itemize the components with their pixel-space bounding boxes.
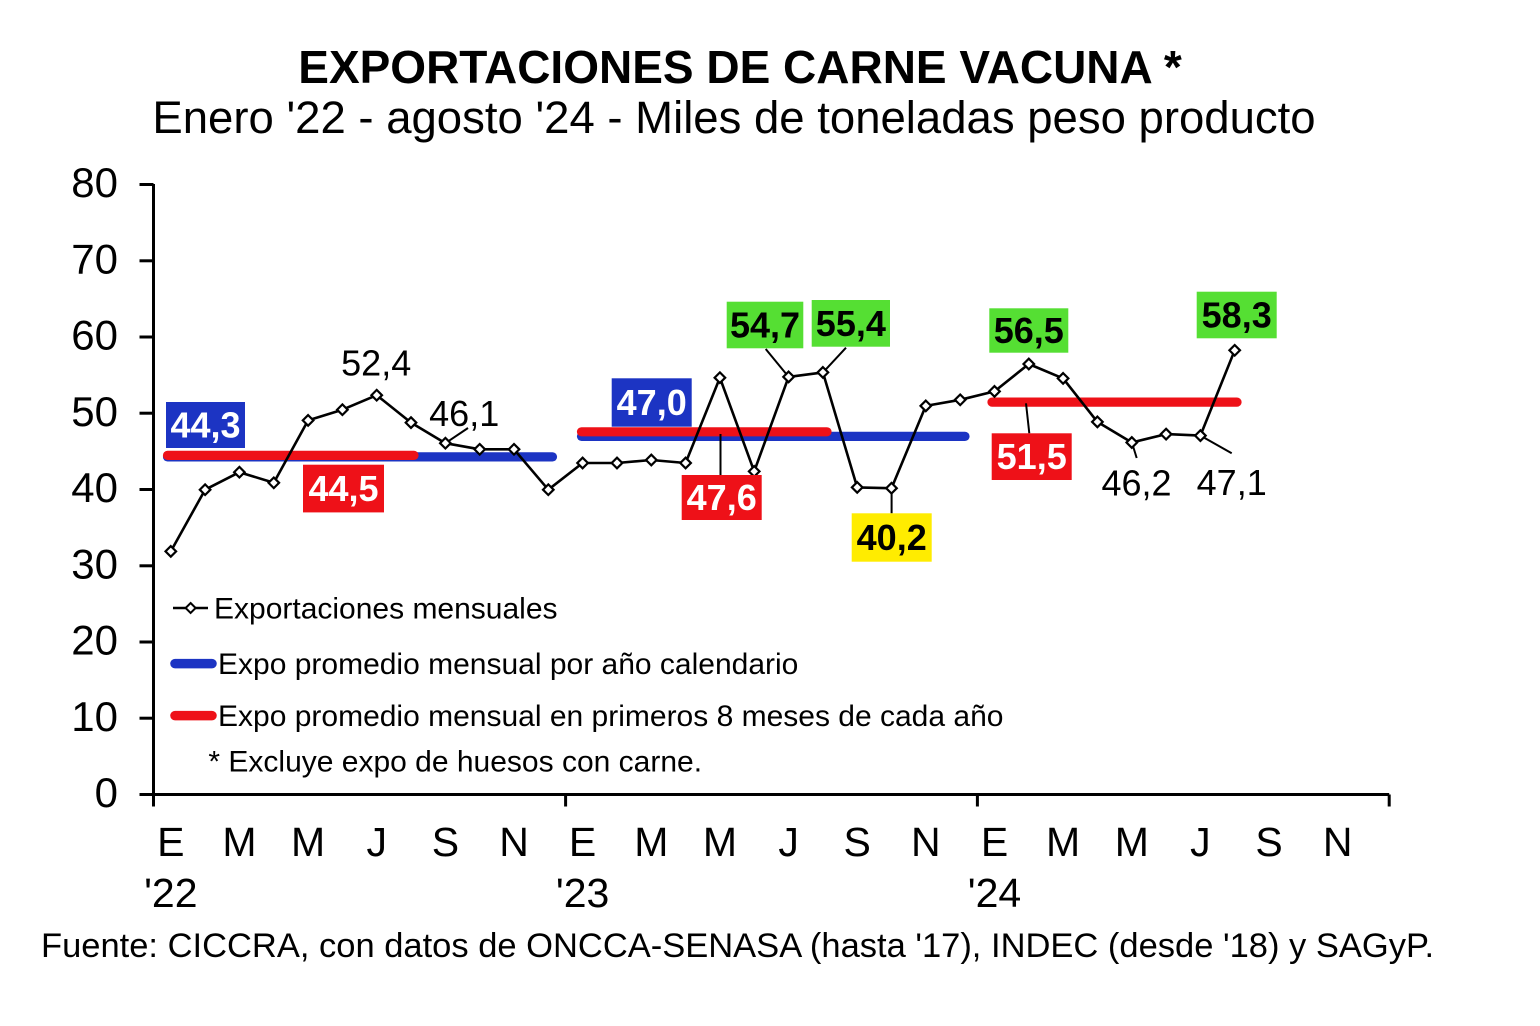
svg-text:E: E	[569, 819, 596, 865]
svg-text:44,3: 44,3	[170, 405, 240, 446]
svg-text:47,6: 47,6	[687, 477, 757, 518]
svg-text:52,4: 52,4	[341, 343, 411, 384]
svg-text:M: M	[222, 819, 256, 865]
svg-text:J: J	[366, 819, 387, 865]
svg-text:M: M	[634, 819, 668, 865]
svg-text:54,7: 54,7	[730, 305, 800, 346]
svg-text:S: S	[432, 819, 459, 865]
svg-text:70: 70	[71, 236, 118, 283]
svg-text:46,1: 46,1	[429, 393, 499, 434]
svg-text:44,5: 44,5	[308, 468, 378, 509]
svg-text:'22: '22	[144, 870, 197, 916]
svg-text:20: 20	[71, 617, 118, 664]
svg-text:46,2: 46,2	[1101, 463, 1171, 504]
svg-text:50: 50	[71, 388, 118, 435]
svg-text:40: 40	[71, 464, 118, 511]
svg-text:M: M	[1046, 819, 1080, 865]
svg-text:E: E	[157, 819, 184, 865]
svg-text:47,0: 47,0	[617, 382, 687, 423]
svg-text:S: S	[844, 819, 871, 865]
svg-text:40,2: 40,2	[857, 517, 927, 558]
svg-text:S: S	[1255, 819, 1282, 865]
svg-text:60: 60	[71, 312, 118, 359]
svg-text:Fuente: CICCRA, con datos de O: Fuente: CICCRA, con datos de ONCCA-SENAS…	[41, 927, 1434, 965]
svg-text:58,3: 58,3	[1202, 295, 1272, 336]
svg-text:10: 10	[71, 693, 118, 740]
svg-text:N: N	[499, 819, 529, 865]
svg-text:Enero '22 - agosto '24 - Miles: Enero '22 - agosto '24 - Miles de tonela…	[152, 92, 1315, 143]
svg-text:* Excluye expo de huesos con c: * Excluye expo de huesos con carne.	[208, 746, 702, 779]
svg-text:47,1: 47,1	[1197, 462, 1267, 503]
svg-text:N: N	[1323, 819, 1353, 865]
svg-text:'24: '24	[968, 870, 1021, 916]
svg-text:0: 0	[95, 769, 118, 816]
svg-text:80: 80	[71, 159, 118, 206]
svg-text:30: 30	[71, 541, 118, 588]
svg-text:56,5: 56,5	[994, 310, 1064, 351]
svg-text:N: N	[911, 819, 941, 865]
svg-text:E: E	[981, 819, 1008, 865]
svg-text:Expo promedio mensual en prime: Expo promedio mensual en primeros 8 mese…	[218, 700, 1003, 733]
svg-text:EXPORTACIONES DE CARNE VACUNA: EXPORTACIONES DE CARNE VACUNA *	[298, 41, 1182, 93]
svg-text:M: M	[703, 819, 737, 865]
svg-text:M: M	[1115, 819, 1149, 865]
svg-text:J: J	[778, 819, 799, 865]
svg-text:51,5: 51,5	[997, 436, 1067, 477]
svg-text:Exportaciones mensuales: Exportaciones mensuales	[214, 593, 558, 626]
svg-text:Expo promedio mensual por año: Expo promedio mensual por año calendario	[218, 648, 798, 681]
svg-text:M: M	[291, 819, 325, 865]
svg-text:'23: '23	[556, 870, 609, 916]
svg-text:55,4: 55,4	[816, 303, 886, 344]
svg-text:J: J	[1190, 819, 1211, 865]
